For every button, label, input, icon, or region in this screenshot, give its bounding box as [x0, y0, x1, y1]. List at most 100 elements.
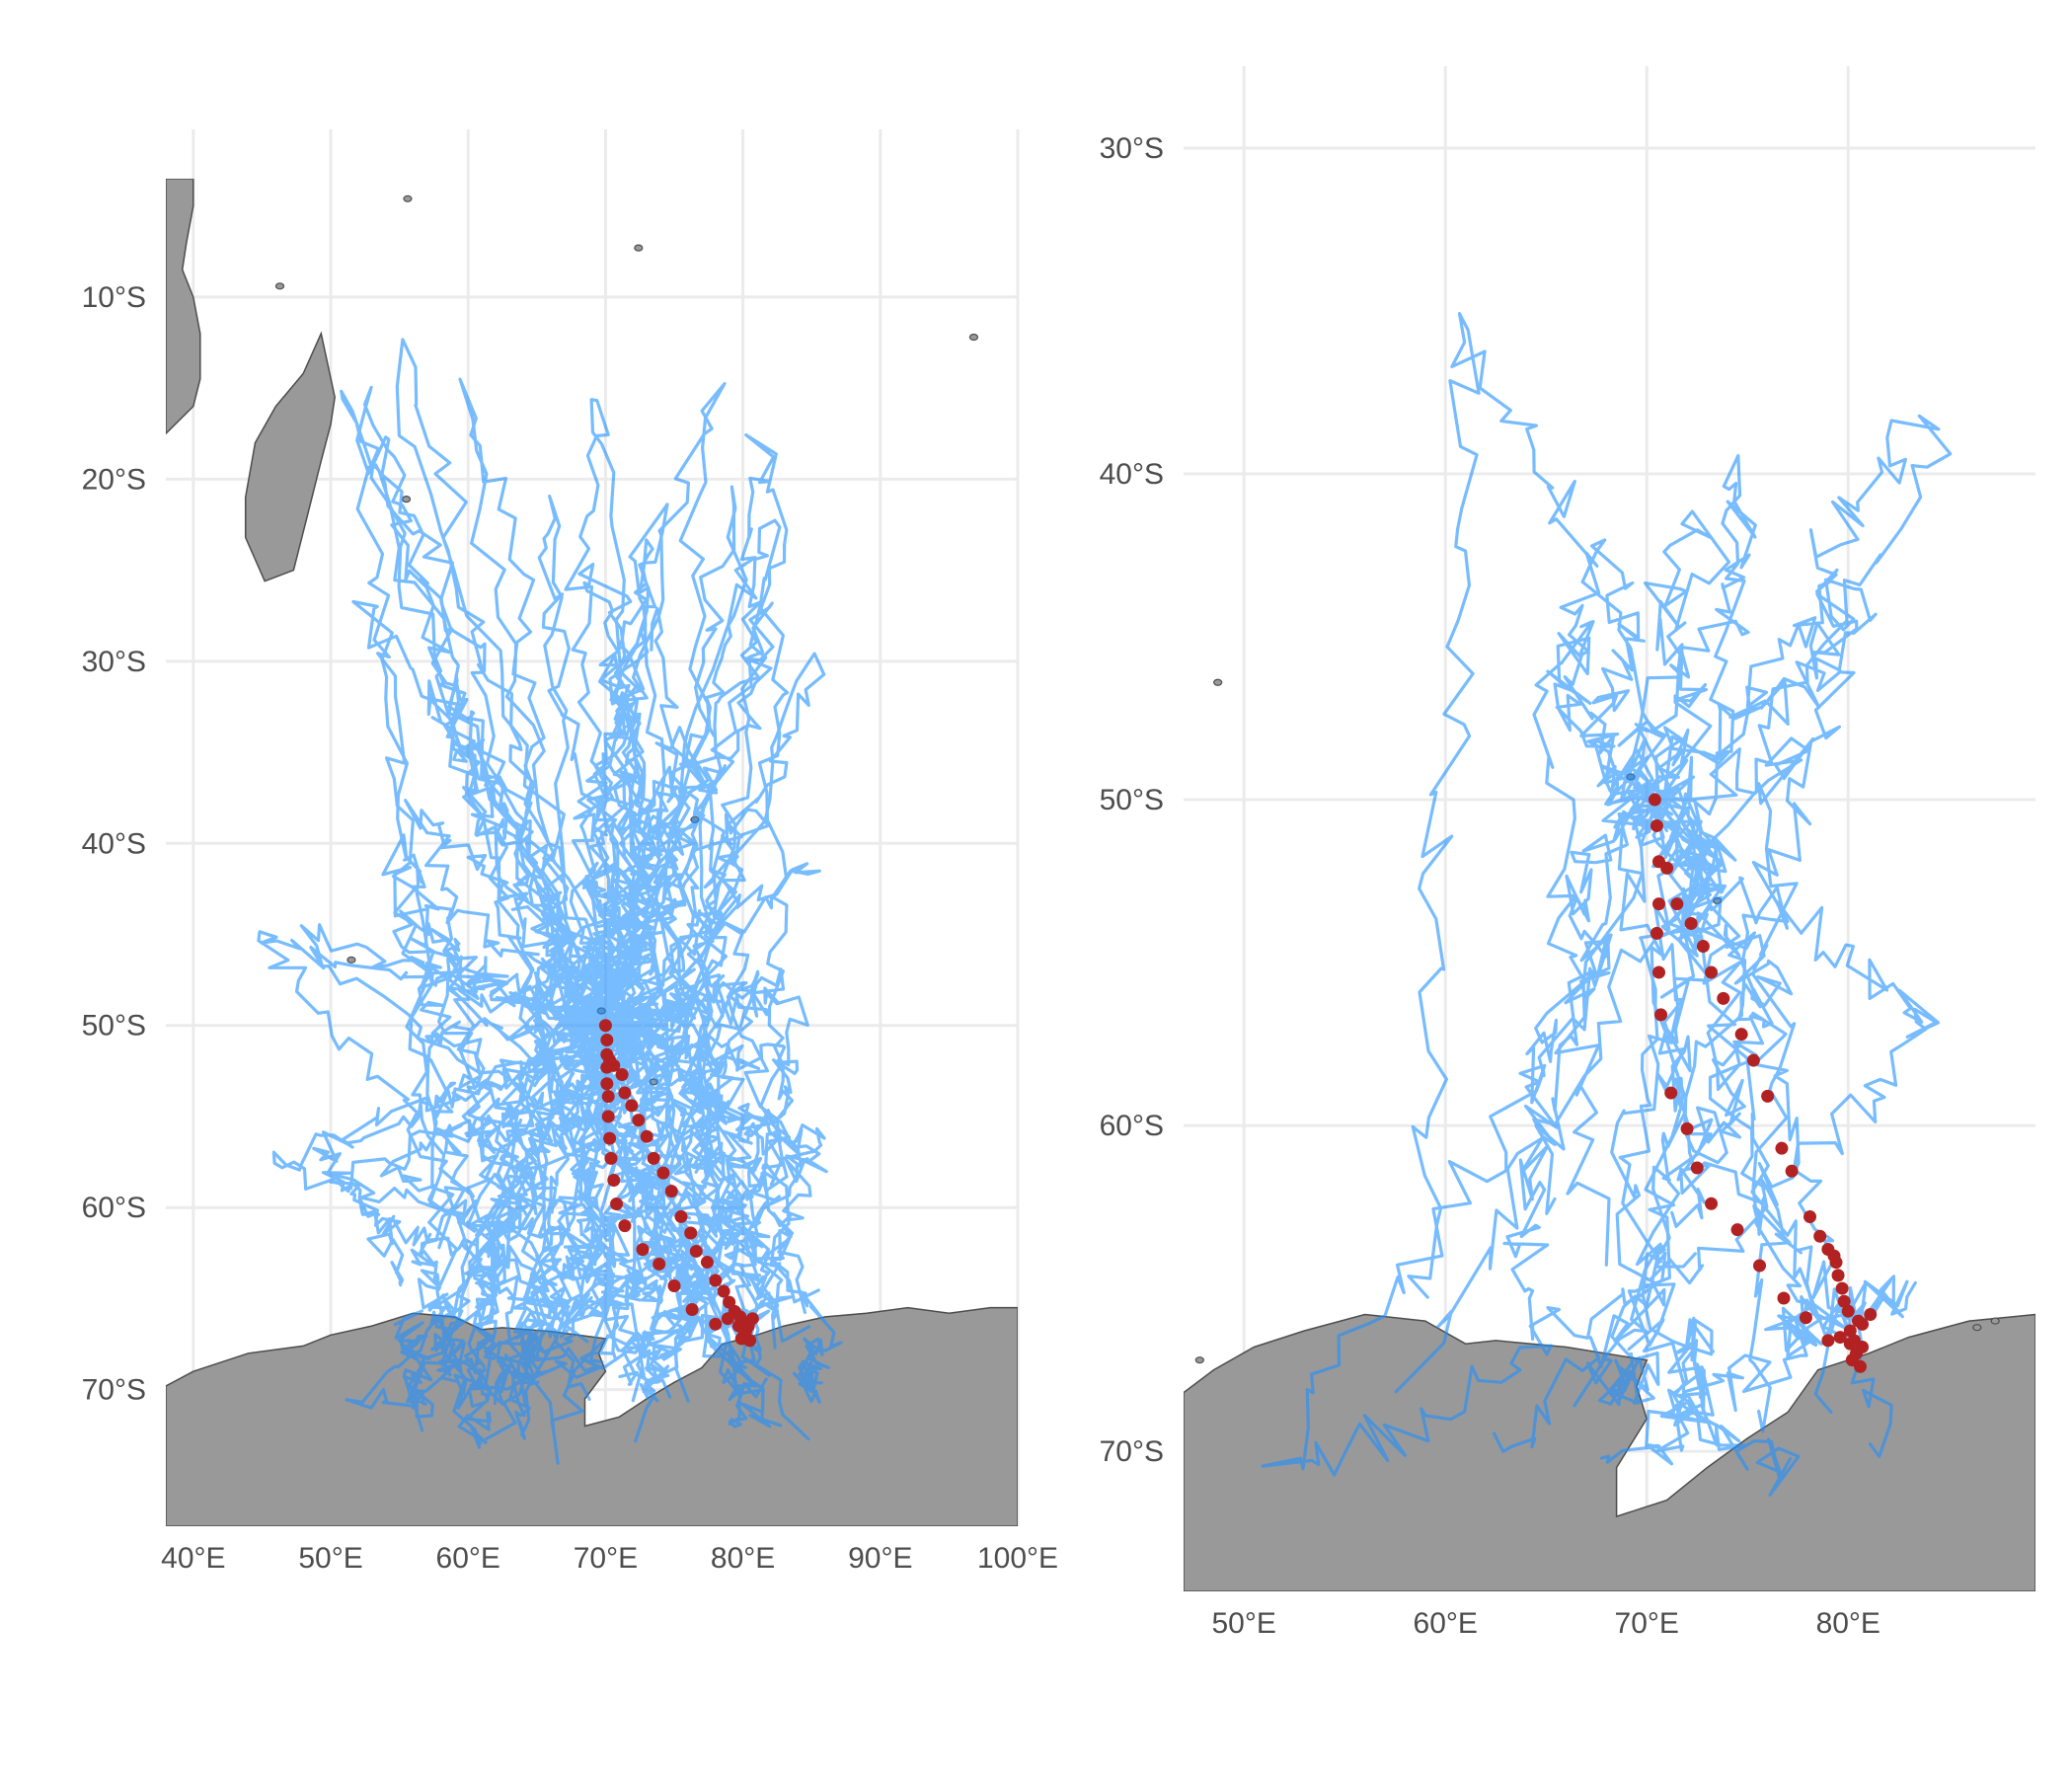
- island: [403, 194, 413, 202]
- track-line: [1601, 578, 1878, 1362]
- island: [1990, 1317, 2000, 1325]
- track-point: [647, 1151, 660, 1165]
- track-point: [1831, 1269, 1845, 1282]
- track-point: [1833, 1331, 1847, 1345]
- track-line: [581, 433, 791, 1350]
- track-point: [1835, 1281, 1849, 1295]
- track-line: [453, 1026, 720, 1410]
- track-line: [1534, 509, 1731, 1215]
- track-line: [1618, 782, 1801, 1497]
- track-point: [601, 1090, 615, 1104]
- track-point: [600, 1047, 614, 1061]
- y-tick-label: 70°S: [1100, 1435, 1164, 1468]
- track-line: [1407, 312, 1648, 1299]
- track-point: [1690, 1161, 1704, 1175]
- track-point: [684, 1226, 698, 1240]
- y-tick-label: 60°S: [1100, 1110, 1164, 1142]
- track-line: [480, 1024, 793, 1406]
- island: [346, 956, 356, 964]
- track-line: [602, 1020, 843, 1404]
- y-tick-label: 30°S: [82, 646, 146, 678]
- track-line: [594, 726, 806, 1314]
- track-point: [664, 1185, 678, 1198]
- land-antarctica: [166, 1306, 1018, 1526]
- track-point: [1856, 1317, 1870, 1331]
- track-line: [550, 980, 758, 1465]
- track-point: [1799, 1311, 1812, 1325]
- x-tick-label: 100°E: [977, 1542, 1058, 1575]
- y-tick-label: 50°S: [82, 1010, 146, 1042]
- track-point: [600, 1060, 614, 1074]
- track-point: [1837, 1294, 1851, 1308]
- track-point: [607, 1174, 621, 1188]
- track-point: [618, 1086, 632, 1100]
- track-point: [1841, 1304, 1855, 1318]
- animal-tracks: [257, 338, 843, 1465]
- y-tick-label: 10°S: [82, 281, 146, 314]
- x-tick-label: 40°E: [161, 1542, 225, 1575]
- island: [401, 496, 412, 503]
- x-tick-label: 80°E: [1816, 1607, 1880, 1640]
- island: [634, 244, 644, 252]
- track-line: [371, 435, 737, 1370]
- track-point: [717, 1284, 730, 1298]
- track-line: [392, 909, 811, 1344]
- track-line: [581, 1024, 758, 1386]
- x-tick-label: 80°E: [711, 1542, 775, 1575]
- track-point: [618, 1219, 632, 1233]
- track-point: [1650, 926, 1663, 940]
- track-point: [1654, 1008, 1668, 1022]
- track-line: [345, 1024, 642, 1410]
- x-tick-label: 70°E: [574, 1542, 638, 1575]
- track-point: [1761, 1089, 1775, 1103]
- right-map-panel: 50°E 60°E 70°E 80°E 30°S 40°S 50°S 60°S 70°S: [1100, 66, 2035, 1640]
- track-point: [1651, 965, 1665, 979]
- track-point: [598, 1019, 612, 1033]
- x-tick-label: 50°E: [1212, 1607, 1276, 1640]
- track-point: [1730, 1223, 1744, 1237]
- track-point: [1752, 1259, 1766, 1273]
- track-line: [1261, 791, 1697, 1477]
- track-point: [1803, 1209, 1816, 1223]
- track-point: [1651, 897, 1665, 911]
- track-point: [652, 1257, 666, 1271]
- land-africa: [166, 179, 201, 435]
- land-madagascar: [244, 331, 336, 582]
- y-tick-label: 40°S: [82, 827, 146, 860]
- track-point: [1650, 818, 1663, 832]
- y-tick-label: 50°S: [1100, 784, 1164, 816]
- track-line: [1573, 801, 1687, 1408]
- island: [1972, 1324, 1982, 1332]
- land-antarctica: [1184, 1313, 2035, 1591]
- track-point: [1785, 1164, 1799, 1178]
- track-line: [355, 385, 618, 1250]
- y-tick-label: 60°S: [82, 1192, 146, 1224]
- track-point: [603, 1131, 617, 1145]
- track-point: [610, 1197, 624, 1211]
- track-point: [1843, 1337, 1857, 1351]
- track-line: [1502, 791, 1681, 1341]
- island: [968, 333, 979, 342]
- track-point: [1829, 1256, 1843, 1270]
- track-line: [432, 1011, 672, 1399]
- x-tick-label: 60°E: [436, 1542, 500, 1575]
- highlighted-track-points: [598, 1019, 759, 1348]
- highlighted-track-points: [1648, 793, 1878, 1373]
- track-point: [709, 1317, 723, 1331]
- y-tick-label: 20°S: [82, 463, 146, 496]
- track-line: [457, 1026, 625, 1449]
- track-point: [731, 1319, 745, 1333]
- y-tick-label: 70°S: [82, 1374, 146, 1407]
- island: [1213, 678, 1223, 686]
- x-tick-label: 60°E: [1414, 1607, 1478, 1640]
- track-point: [601, 1110, 615, 1123]
- track-line: [426, 679, 810, 1441]
- track-point: [1680, 1121, 1694, 1135]
- track-point: [1845, 1353, 1859, 1367]
- track-line: [1634, 786, 1917, 1358]
- track-point: [667, 1279, 681, 1293]
- track-point: [1813, 1229, 1827, 1243]
- track-line: [393, 1017, 615, 1419]
- track-point: [1746, 1053, 1760, 1067]
